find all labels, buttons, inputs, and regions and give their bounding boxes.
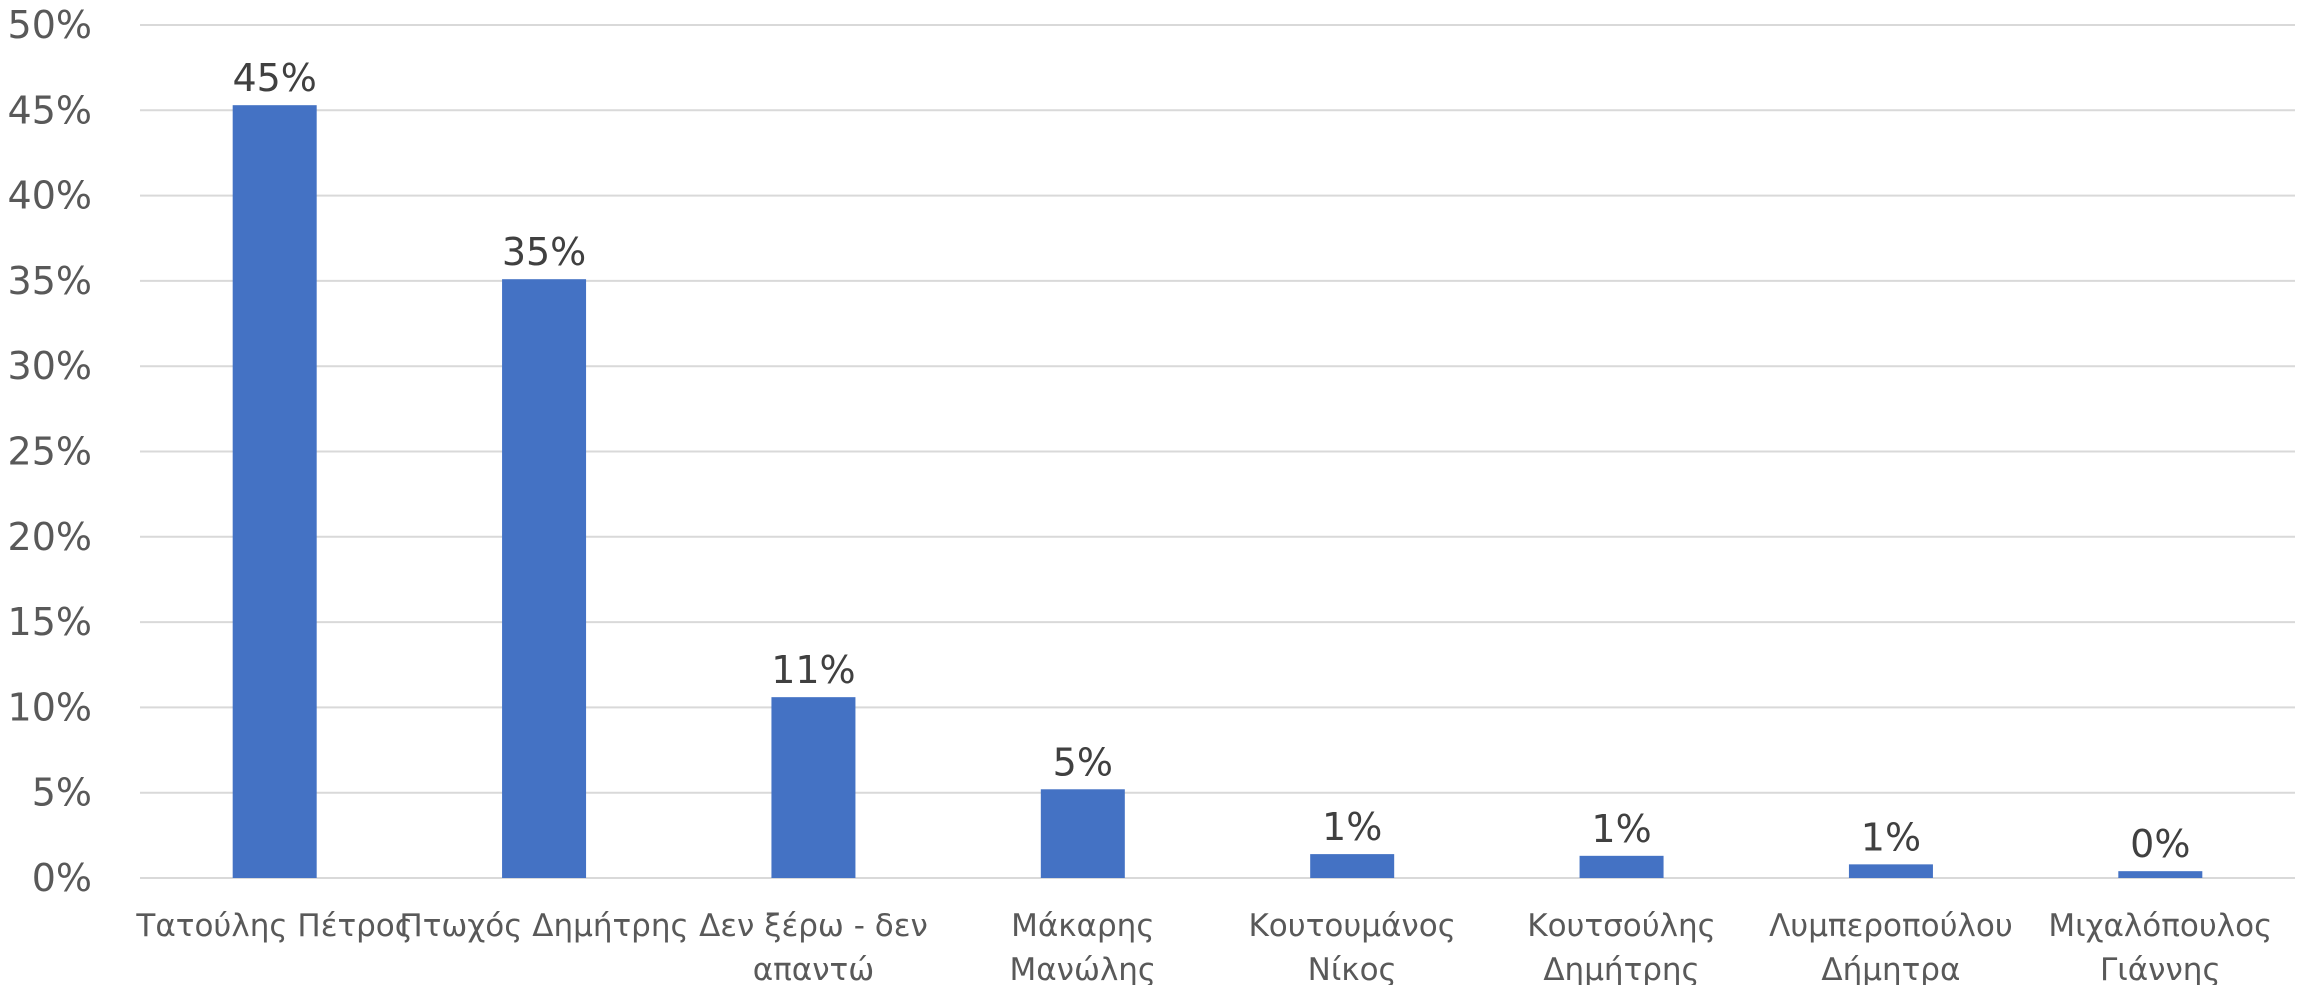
category-label: Κουτσούλης	[1527, 908, 1716, 944]
y-axis-tick-labels: 0% 5% 10% 15% 20% 25% 30% 35% 40% 45% 50%	[8, 3, 92, 900]
data-labels: 45% 35% 11% 5% 1% 1% 1% 0%	[232, 56, 2190, 866]
category-label: Γιάννης	[2100, 952, 2221, 985]
bar	[232, 105, 317, 878]
data-label: 35%	[502, 230, 586, 274]
gridlines	[140, 24, 2295, 879]
category-label: Κουτουμάνος	[1248, 908, 1455, 944]
y-tick-label: 5%	[32, 771, 92, 815]
data-label: 0%	[2130, 822, 2190, 866]
y-tick-label: 0%	[32, 856, 92, 900]
category-label: απαντώ	[753, 952, 874, 985]
y-tick-label: 15%	[8, 600, 92, 644]
category-label: Τατούλης Πέτρος	[135, 908, 413, 944]
bar	[502, 279, 587, 879]
y-tick-label: 30%	[8, 344, 92, 388]
category-label: Νίκος	[1308, 952, 1397, 985]
bar	[1310, 854, 1395, 878]
category-label: Μιχαλόπουλος	[2048, 908, 2272, 944]
y-tick-label: 35%	[8, 259, 92, 303]
y-tick-label: 50%	[8, 3, 92, 47]
bar	[1040, 789, 1125, 878]
data-label: 1%	[1861, 815, 1921, 859]
category-label: Λυμπεροπούλου	[1769, 908, 2013, 944]
bar	[1579, 855, 1664, 878]
y-tick-label: 20%	[8, 515, 92, 559]
category-label: Δεν ξέρω - δεν	[699, 908, 928, 944]
y-tick-label: 45%	[8, 88, 92, 132]
bar	[771, 697, 856, 878]
category-label: Μανώλης	[1009, 952, 1156, 985]
data-label: 11%	[771, 648, 855, 692]
bar	[2118, 871, 2203, 878]
category-label: Δήμητρα	[1821, 952, 1960, 985]
category-label: Δημήτρης	[1543, 952, 1699, 985]
data-label: 1%	[1322, 805, 1382, 849]
data-label: 1%	[1591, 807, 1651, 851]
bars	[232, 105, 2203, 879]
category-label: Μάκαρης	[1011, 908, 1154, 944]
y-tick-label: 10%	[8, 685, 92, 729]
y-tick-label: 25%	[8, 430, 92, 474]
data-label: 5%	[1053, 740, 1113, 784]
y-tick-label: 40%	[8, 174, 92, 218]
category-label: Πτωχός Δημήτρης	[399, 908, 688, 944]
bar	[1848, 864, 1933, 878]
data-label: 45%	[232, 56, 316, 100]
